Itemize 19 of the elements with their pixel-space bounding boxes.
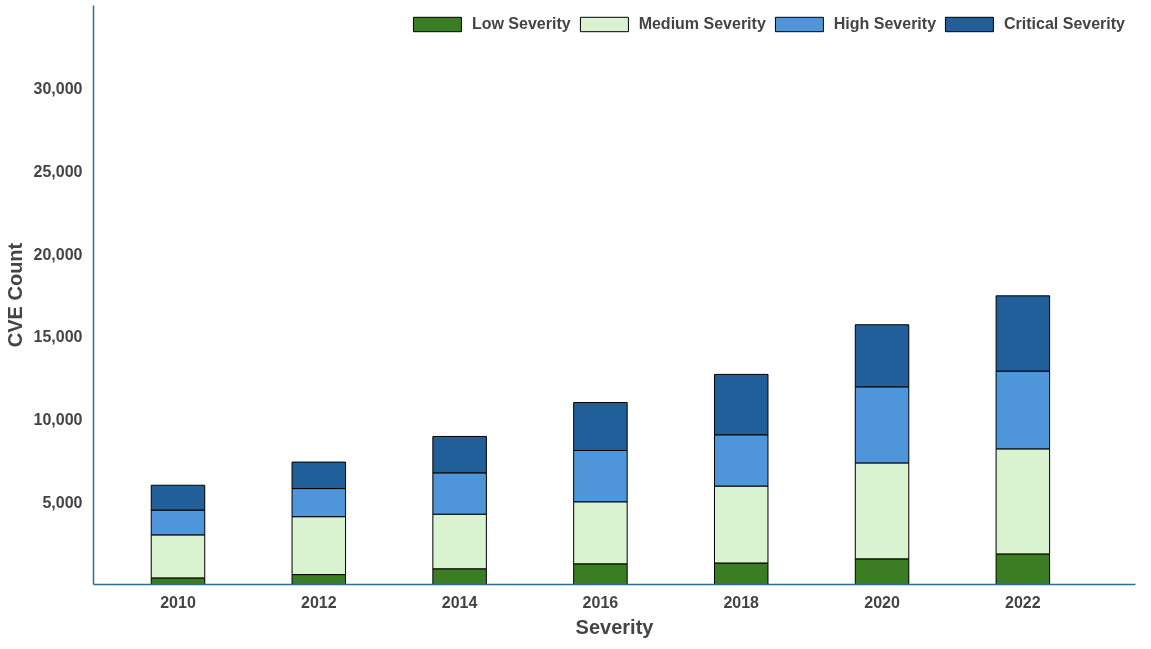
x-tick-label: 2016 <box>582 593 619 611</box>
x-tick-label: 2010 <box>160 593 196 611</box>
y-tick-label: 10,000 <box>33 411 83 429</box>
legend-label: High Severity <box>833 15 937 33</box>
legend-label: Medium Severity <box>638 15 766 33</box>
y-tick-label: 20,000 <box>33 245 83 263</box>
y-tick-label: 5,000 <box>42 493 83 511</box>
y-tick-label: 25,000 <box>33 162 83 180</box>
x-tick-label: 2018 <box>723 593 760 611</box>
legend-label: Low Severity <box>471 15 571 33</box>
x-tick-label: 2022 <box>1005 593 1041 611</box>
x-tick-label: 2014 <box>441 593 478 611</box>
x-axis-title: Severity <box>575 615 655 638</box>
y-tick-label: 15,000 <box>33 328 83 346</box>
y-tick-label: 30,000 <box>33 80 83 98</box>
x-tick-label: 2012 <box>301 593 337 611</box>
x-tick-label: 2020 <box>864 593 900 611</box>
legend-label: Critical Severity <box>1004 15 1125 33</box>
y-axis-title: CVE Count <box>3 242 26 348</box>
